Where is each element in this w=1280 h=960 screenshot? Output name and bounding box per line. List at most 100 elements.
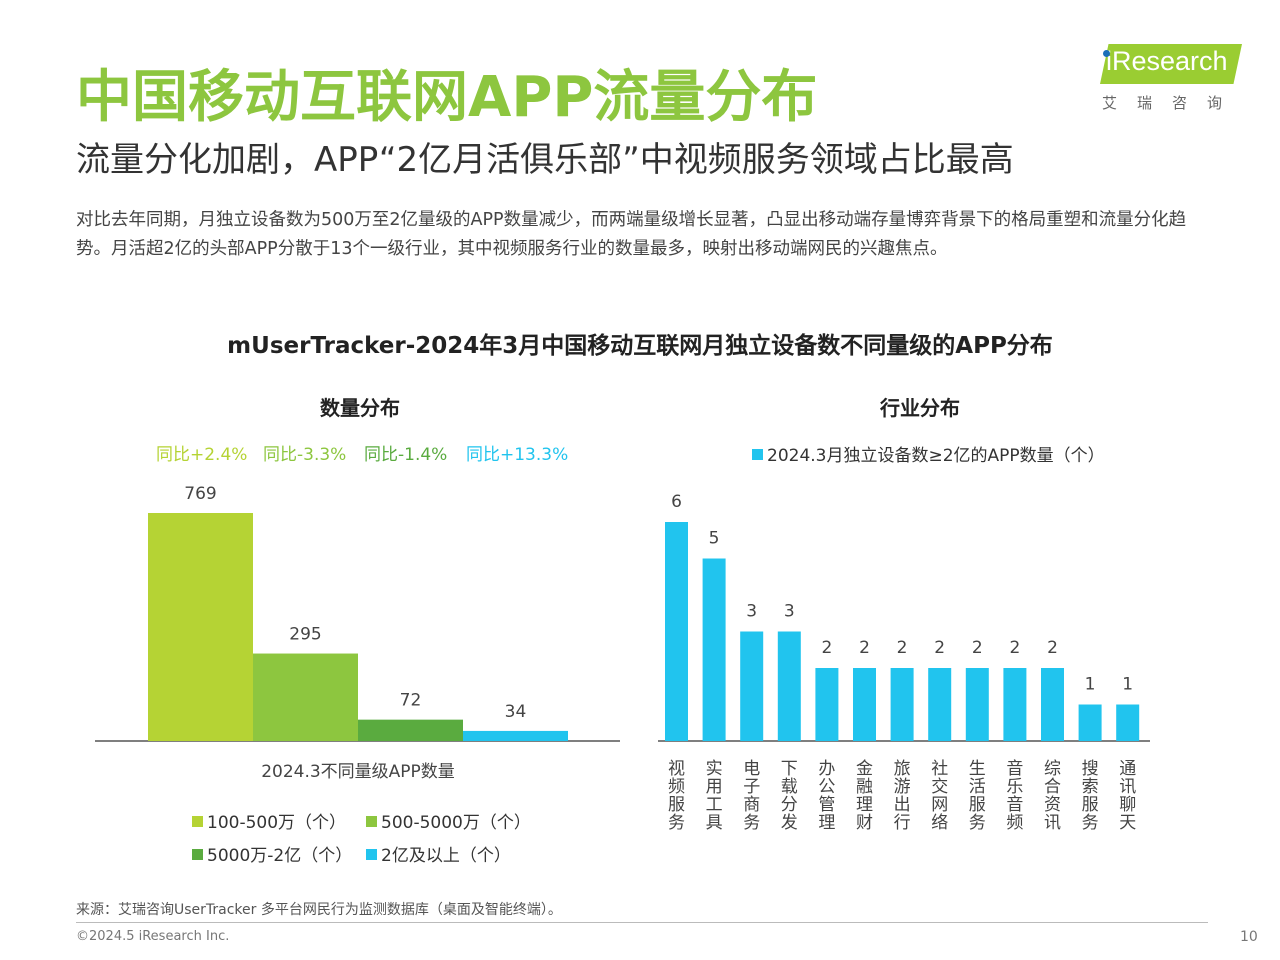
footer-divider (76, 922, 1208, 923)
page-number: 10 (1240, 929, 1258, 945)
industry-tick-label-13-char-3: 聊 (1119, 795, 1136, 815)
legend-item-500-5000: 500-5000万（个） (366, 808, 531, 833)
industry-tick-label-9-char-4: 务 (969, 813, 986, 833)
industry-tick-label-12-char-2: 索 (1082, 777, 1099, 797)
industry-tick-label-1-char-3: 服 (668, 795, 685, 815)
industry-tick-label-6-char-1: 金 (856, 759, 873, 779)
legend-label: 500-5000万（个） (381, 813, 531, 833)
industry-tick-label-6-char-3: 理 (856, 795, 873, 815)
industry-tick-label-10-char-3: 音 (1006, 795, 1023, 815)
industry-tick-label-10-char-2: 乐 (1006, 777, 1023, 797)
legend-label: 100-500万（个） (207, 813, 347, 833)
industry-bar-label-10: 2 (1009, 638, 1020, 658)
industry-tick-label-7-char-4: 行 (894, 813, 911, 833)
industry-tick-label-4-char-1: 下 (781, 759, 798, 779)
left-panel-title: 数量分布 (320, 396, 400, 420)
industry-tick-label-8-char-3: 网 (931, 795, 948, 815)
legend-swatch (192, 849, 203, 860)
industry-tick-label-8-char-2: 交 (931, 777, 948, 797)
legend-swatch (752, 449, 763, 460)
industry-tick-label-10-char-1: 音 (1006, 759, 1023, 779)
yoy-label-4: 同比+13.3% (466, 445, 569, 465)
logo-word: iResearch (1106, 46, 1228, 76)
chart-title: mUserTracker-2024年3月中国移动互联网月独立设备数不同量级的AP… (227, 333, 1053, 359)
industry-bar-label-13: 1 (1122, 675, 1133, 695)
industry-tick-label-4-char-2: 载 (781, 777, 798, 797)
industry-bar-label-1: 6 (671, 492, 682, 512)
industry-bar-1 (665, 522, 688, 741)
industry-tick-label-3-char-4: 务 (743, 813, 760, 833)
industry-bar-label-7: 2 (897, 638, 908, 658)
copyright: ©2024.5 iResearch Inc. (76, 929, 230, 944)
industry-tick-label-3-char-3: 商 (743, 795, 760, 815)
iresearch-logo: iResearch 艾瑞咨询 (1100, 44, 1250, 114)
industry-tick-label-12-char-3: 服 (1082, 795, 1099, 815)
industry-bar-label-9: 2 (972, 638, 983, 658)
logo-dot-icon (1103, 50, 1110, 57)
industry-bar-4 (777, 631, 801, 741)
industry-bar-6 (853, 668, 876, 741)
industry-tick-label-6-char-2: 融 (856, 777, 873, 797)
legend-label: 5000万-2亿（个） (207, 846, 353, 866)
industry-bar-7 (890, 668, 914, 741)
industry-tick-label-8-char-4: 络 (931, 813, 948, 833)
left-x-axis-label: 2024.3不同量级APP数量 (261, 762, 455, 782)
legend-label: 2亿及以上（个） (381, 846, 511, 866)
industry-bar-label-8: 2 (934, 638, 945, 658)
industry-tick-label-6-char-4: 财 (856, 813, 873, 833)
yoy-label-3: 同比-1.4% (364, 445, 448, 465)
industry-bar-12 (1078, 704, 1102, 741)
industry-tick-label-12-char-4: 务 (1082, 813, 1099, 833)
legend-item-2yi-plus: 2亿及以上（个） (366, 841, 511, 866)
qty-bar-label-1: 769 (184, 484, 216, 504)
industry-tick-label-13-char-4: 天 (1119, 813, 1136, 833)
logo-badge: iResearch (1100, 44, 1242, 84)
industry-tick-label-11-char-3: 资 (1044, 795, 1061, 815)
industry-tick-label-10-char-4: 频 (1006, 813, 1023, 833)
industry-bar-label-11: 2 (1047, 638, 1058, 658)
source-note: 来源：艾瑞咨询UserTracker 多平台网民行为监测数据库（桌面及智能终端）… (76, 902, 562, 918)
industry-bar-label-3: 3 (746, 602, 757, 622)
industry-bar-label-4: 3 (784, 602, 795, 622)
industry-tick-label-8-char-1: 社 (931, 759, 948, 779)
industry-tick-label-9-char-3: 服 (969, 795, 986, 815)
industry-tick-label-2-char-4: 具 (706, 813, 723, 833)
industry-tick-label-9-char-2: 活 (969, 777, 986, 797)
industry-tick-label-7-char-1: 旅 (894, 759, 911, 779)
industry-tick-label-13-char-2: 讯 (1119, 777, 1136, 797)
industry-tick-label-3-char-2: 子 (743, 777, 760, 797)
industry-tick-label-2-char-1: 实 (706, 759, 723, 779)
qty-bar-2 (253, 653, 358, 741)
industry-tick-label-11-char-2: 合 (1044, 777, 1061, 797)
industry-tick-label-3-char-1: 电 (743, 759, 760, 779)
industry-tick-label-1-char-2: 频 (668, 777, 685, 797)
industry-tick-label-1-char-4: 务 (668, 813, 685, 833)
qty-bar-label-3: 72 (400, 691, 422, 711)
industry-tick-label-2-char-3: 工 (706, 795, 723, 815)
industry-tick-label-7-char-2: 游 (894, 777, 911, 797)
industry-bar-label-5: 2 (821, 638, 832, 658)
industry-tick-label-4-char-4: 发 (781, 813, 798, 833)
industry-tick-label-11-char-1: 综 (1044, 759, 1061, 779)
industry-tick-label-1-char-1: 视 (668, 759, 685, 779)
legend-swatch (192, 816, 203, 827)
page-title: 中国移动互联网APP流量分布 (76, 65, 818, 130)
yoy-label-1: 同比+2.4% (156, 445, 248, 465)
industry-tick-label-11-char-4: 讯 (1044, 813, 1061, 833)
industry-bar-10 (1003, 668, 1027, 741)
qty-bar-label-2: 295 (289, 625, 321, 645)
legend-item-industry: 2024.3月独立设备数≥2亿的APP数量（个） (752, 441, 1105, 466)
industry-bar-5 (815, 668, 839, 741)
industry-tick-label-7-char-3: 出 (894, 795, 911, 815)
industry-bar-9 (965, 668, 989, 741)
industry-bar-3 (740, 631, 764, 741)
industry-bar-label-2: 5 (709, 529, 720, 549)
industry-tick-label-9-char-1: 生 (969, 759, 986, 779)
logo-subtitle: 艾瑞咨询 (1102, 94, 1243, 112)
industry-tick-label-5-char-2: 公 (818, 777, 835, 797)
industry-bar-label-12: 1 (1085, 675, 1096, 695)
legend-swatch (366, 816, 377, 827)
right-panel-title: 行业分布 (880, 396, 960, 420)
industry-tick-label-5-char-4: 理 (818, 813, 835, 833)
qty-bar-3 (358, 719, 463, 741)
